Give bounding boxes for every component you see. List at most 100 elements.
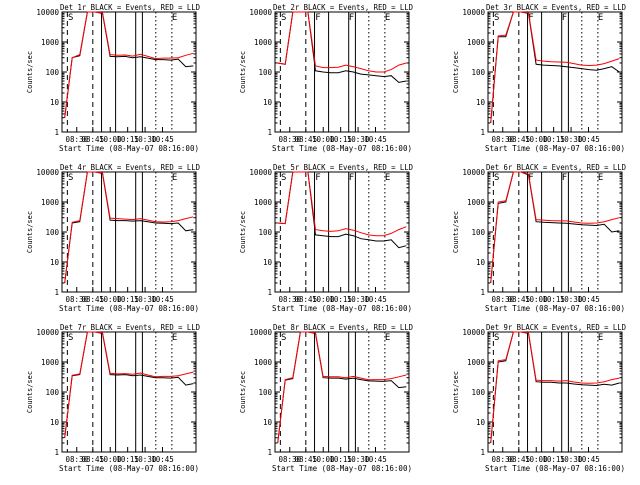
events-series-line <box>64 11 194 118</box>
event-marker-label: E <box>598 13 603 23</box>
event-marker-label: S <box>281 173 286 183</box>
x-tick-label: 10:15 <box>542 295 565 304</box>
x-tick-label: 10:30 <box>347 455 370 464</box>
lld-series-line <box>490 331 620 444</box>
x-tick-label: 08:45 <box>295 455 318 464</box>
y-tick-label: 10000 <box>462 168 485 177</box>
x-tick-label: 10:00 <box>525 295 548 304</box>
x-tick-label: 08:45 <box>82 455 105 464</box>
y-axis-title: Counts/sec <box>239 371 247 413</box>
y-tick-label: 1000 <box>254 198 273 207</box>
x-tick-label: 10:30 <box>347 135 370 144</box>
events-series-line <box>277 171 407 249</box>
event-marker-label: S <box>281 333 286 343</box>
y-tick-label: 10 <box>263 418 273 427</box>
events-series-line <box>64 331 194 438</box>
panel-title: Det 5r BLACK = Events, RED = LLD <box>273 162 413 172</box>
x-tick-label: 10:00 <box>312 455 335 464</box>
event-marker-label: F <box>349 13 354 23</box>
event-marker-label: E <box>385 333 390 343</box>
y-tick-label: 100 <box>258 388 272 397</box>
x-tick-label: 10:45 <box>151 135 174 144</box>
x-tick-label: 08:30 <box>491 295 514 304</box>
x-tick-label: 10:15 <box>116 455 139 464</box>
y-tick-label: 100 <box>471 68 485 77</box>
event-marker-label: F <box>562 13 567 23</box>
y-axis-title: Counts/sec <box>239 211 247 253</box>
y-tick-label: 100 <box>258 228 272 237</box>
y-tick-label: 100 <box>471 388 485 397</box>
lld-series-line <box>64 331 194 438</box>
lld-series-line <box>64 11 194 118</box>
events-series-line <box>64 171 194 284</box>
y-axis-title: Counts/sec <box>26 371 34 413</box>
plot-frame <box>61 11 197 133</box>
x-axis-title: Start Time (08-May-07 08:16:00) <box>59 464 199 473</box>
x-tick-label: 10:30 <box>134 295 157 304</box>
panel-title: Det 8r BLACK = Events, RED = LLD <box>273 322 413 332</box>
x-tick-label: 10:45 <box>577 295 600 304</box>
x-tick-label: 10:15 <box>116 295 139 304</box>
panel-title: Det 3r BLACK = Events, RED = LLD <box>486 2 626 12</box>
x-axis-title: Start Time (08-May-07 08:16:00) <box>59 304 199 313</box>
event-marker-label: S <box>494 333 499 343</box>
y-tick-label: 1 <box>54 448 59 457</box>
y-tick-label: 100 <box>45 68 59 77</box>
x-tick-label: 08:30 <box>278 135 301 144</box>
x-axis-title: Start Time (08-May-07 08:16:00) <box>59 144 199 153</box>
y-tick-label: 10000 <box>462 328 485 337</box>
y-axis-title: Counts/sec <box>452 51 460 93</box>
x-tick-label: 10:45 <box>151 455 174 464</box>
event-marker-label: E <box>172 333 177 343</box>
y-axis-title: Counts/sec <box>26 51 34 93</box>
y-tick-label: 10 <box>476 98 486 107</box>
x-tick-label: 08:30 <box>65 295 88 304</box>
x-tick-label: 08:30 <box>491 455 514 464</box>
lld-series-line <box>277 331 407 444</box>
y-tick-label: 1 <box>267 288 272 297</box>
x-tick-label: 10:15 <box>329 295 352 304</box>
y-tick-label: 1 <box>480 448 485 457</box>
y-tick-label: 100 <box>258 68 272 77</box>
y-tick-label: 1000 <box>467 38 486 47</box>
x-tick-label: 10:45 <box>364 455 387 464</box>
lld-series-line <box>490 171 620 284</box>
plot-frame <box>274 331 410 453</box>
panel-title: Det 2r BLACK = Events, RED = LLD <box>273 2 413 12</box>
lld-series-line <box>277 11 407 73</box>
y-tick-label: 1 <box>480 288 485 297</box>
x-tick-label: 10:45 <box>577 135 600 144</box>
y-tick-label: 1000 <box>254 38 273 47</box>
y-tick-label: 1 <box>480 128 485 137</box>
y-tick-label: 1000 <box>41 198 60 207</box>
lld-series-line <box>277 171 407 237</box>
x-tick-label: 08:45 <box>82 135 105 144</box>
x-tick-label: 10:00 <box>312 135 335 144</box>
x-tick-label: 10:15 <box>329 455 352 464</box>
plot-frame <box>61 171 197 293</box>
x-tick-label: 10:15 <box>116 135 139 144</box>
event-marker-label: S <box>68 333 73 343</box>
y-tick-label: 10000 <box>249 8 272 17</box>
y-tick-label: 1000 <box>467 198 486 207</box>
y-axis-title: Counts/sec <box>452 211 460 253</box>
x-tick-label: 08:45 <box>508 455 531 464</box>
event-marker-label: E <box>598 333 603 343</box>
event-marker-label: E <box>598 173 603 183</box>
panel-title: Det 4r BLACK = Events, RED = LLD <box>60 162 200 172</box>
event-marker-label: S <box>494 13 499 23</box>
x-tick-label: 10:15 <box>542 135 565 144</box>
x-tick-label: 08:45 <box>508 135 531 144</box>
event-marker-label: E <box>172 173 177 183</box>
y-tick-label: 10 <box>263 258 273 267</box>
x-tick-label: 08:45 <box>295 135 318 144</box>
y-axis-title: Counts/sec <box>26 211 34 253</box>
event-marker-label: S <box>494 173 499 183</box>
events-series-line <box>490 171 620 284</box>
